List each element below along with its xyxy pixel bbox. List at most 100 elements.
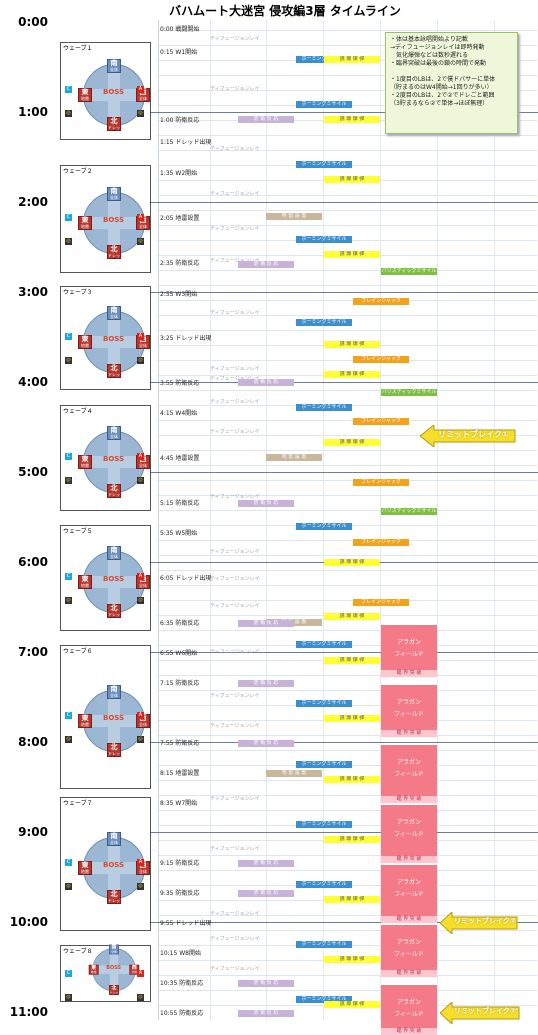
mine-icon: ◎ bbox=[65, 994, 72, 1001]
timeline-bar-yellow: 誘 爆 爆 弾 bbox=[324, 341, 380, 348]
timeline-bar-deflect: ディフュージョンレイ bbox=[210, 146, 260, 152]
timeline-bar-tan: 地 雷 設 置 bbox=[266, 770, 322, 777]
wave-title: ウェーブ２ bbox=[63, 168, 93, 175]
timeline-bar-homing: ホーミングミサイル bbox=[296, 319, 352, 326]
mine-icon: ◎ bbox=[65, 357, 72, 364]
note-line bbox=[390, 68, 513, 76]
east-marker: 東地雷 bbox=[78, 575, 92, 589]
timeline-bar-yellow: 誘 爆 爆 弾 bbox=[324, 439, 380, 446]
a-marker-icon: A bbox=[137, 86, 144, 93]
event-label: 1:15 ドレッド出現 bbox=[160, 139, 212, 146]
a-marker-icon: A bbox=[137, 573, 144, 580]
a-marker-icon: A bbox=[137, 214, 144, 221]
timeline-bar-tan: 地 雷 設 置 bbox=[266, 213, 322, 220]
east-marker: 東地雷 bbox=[78, 335, 92, 349]
a-marker-icon: A bbox=[137, 712, 144, 719]
critical-label: 臨 界 突 破 bbox=[381, 796, 437, 803]
boss-label: BOSS bbox=[103, 861, 125, 869]
mine-icon: ◎ bbox=[65, 477, 72, 484]
grid-column-line bbox=[494, 20, 495, 1020]
timeline-bar-deflect: ディフュージョンレイ bbox=[210, 494, 260, 500]
east-marker: 東地雷 bbox=[78, 216, 92, 230]
east-marker: 東地雷 bbox=[78, 714, 92, 728]
wave-diagram: ウェーブ１BOSS南全体北ドレッド東地雷西全体CA◎◎ bbox=[60, 42, 151, 140]
timeline-bar-tan: 地 雷 設 置 bbox=[266, 454, 322, 461]
south-marker: 南全体 bbox=[107, 187, 121, 201]
critical-label: 臨 界 突 破 bbox=[381, 730, 437, 737]
event-label: 7:55 防衛反応 bbox=[160, 740, 200, 747]
timeline-bar-yellow: 誘 爆 爆 弾 bbox=[324, 116, 380, 123]
timeline-bar-homing: ホーミングミサイル bbox=[296, 700, 352, 707]
timeline-bar-yellow: 誘 爆 爆 弾 bbox=[324, 657, 380, 664]
timeline-bar-homing: ホーミングミサイル bbox=[296, 941, 352, 948]
east-marker: 東地雷 bbox=[78, 88, 92, 102]
a-marker-icon: A bbox=[137, 453, 144, 460]
timeline-bar-yellow: 誘 爆 爆 弾 bbox=[324, 715, 380, 722]
timeline-bar-homing: ホーミングミサイル bbox=[296, 761, 352, 768]
timeline-bar-homing: ホーミングミサイル bbox=[296, 821, 352, 828]
field-label: アラガン bbox=[396, 639, 421, 646]
timeline-bar-orange: ブレインジャック bbox=[353, 298, 409, 305]
allagan-field-block: アラガン フィールド臨 界 突 破 bbox=[381, 685, 437, 737]
timeline-bar-homing: ホーミングミサイル bbox=[296, 404, 352, 411]
timeline-bar-homing: ホーミングミサイル bbox=[296, 236, 352, 243]
arrow-left-icon bbox=[440, 912, 518, 934]
timeline-bar-deflect: ディフュージョンレイ bbox=[210, 911, 260, 917]
field-label: フィールド bbox=[394, 951, 424, 958]
grid-column-line bbox=[380, 20, 381, 1020]
timeline-bar-homing: ホーミングミサイル bbox=[296, 881, 352, 888]
hour-line bbox=[150, 652, 538, 653]
boss-label: BOSS bbox=[103, 88, 125, 96]
wave-title: ウェーブ６ bbox=[63, 648, 93, 655]
timeline-bar-deflect: ディフュージョンレイ bbox=[210, 376, 260, 382]
event-label: 3:25 ドレッド出現 bbox=[160, 335, 212, 342]
wave-title: ウェーブ４ bbox=[63, 408, 93, 415]
hour-label: 7:00 bbox=[18, 645, 48, 659]
note-line: （貯まるのはW4開始→1回りが多い） bbox=[390, 84, 493, 91]
timeline-bar-orange: ブレインジャック bbox=[353, 599, 409, 606]
hour-line bbox=[150, 112, 538, 113]
wave-title: ウェーブ８ bbox=[63, 948, 93, 955]
mine-icon: ◎ bbox=[65, 736, 72, 743]
hour-label: 1:00 bbox=[18, 105, 48, 119]
event-label: 1:00 防衛反応 bbox=[160, 117, 200, 124]
mine-icon: ◎ bbox=[137, 110, 144, 117]
timeline-bar-deflect: ディフュージョンレイ bbox=[210, 366, 260, 372]
south-marker: 南全体 bbox=[109, 944, 119, 955]
timeline-bar-yellow: 誘 爆 爆 弾 bbox=[324, 176, 380, 183]
event-label: 10:35 防衛反応 bbox=[160, 980, 204, 987]
wave-diagram: ウェーブ６BOSS南全体北ドレッド東地雷西全体CA◎◎ bbox=[60, 645, 151, 789]
boss-label: BOSS bbox=[106, 964, 122, 971]
timeline-bar-homing: ホーミングミサイル bbox=[296, 523, 352, 530]
east-marker: 東地雷 bbox=[78, 861, 92, 875]
timeline-bar-homing: ホーミングミサイル bbox=[296, 101, 352, 108]
event-label: 2:05 地雷設置 bbox=[160, 215, 200, 222]
timeline-bar-deflect: ディフュージョンレイ bbox=[210, 966, 260, 972]
note-line: ・体は基本詠唱開始より記載 bbox=[390, 36, 468, 43]
timeline-bar-orange: ブレインジャック bbox=[353, 479, 409, 486]
grid-column-line bbox=[266, 20, 267, 1020]
timeline-bar-deflect: ディフュージョンレイ bbox=[210, 936, 260, 942]
mine-icon: ◎ bbox=[65, 110, 72, 117]
note-line: ・1度目のLBは、2で僕ドバサーに単体 bbox=[390, 76, 496, 83]
timeline-bar-purple: 防 衛 反 応 bbox=[238, 261, 294, 268]
field-label: アラガン bbox=[396, 759, 421, 766]
field-label: アラガン bbox=[396, 819, 421, 826]
hour-line bbox=[150, 922, 538, 923]
timeline-bar-deflect: ディフュージョンレイ bbox=[210, 310, 260, 316]
timeline-bar-orange: ブレインジャック bbox=[353, 356, 409, 363]
note-line: →ディフュージョンレイは即時発動 bbox=[390, 44, 485, 51]
timeline-bar-purple: 防 衛 反 応 bbox=[238, 890, 294, 897]
event-label: 8:15 地雷設置 bbox=[160, 770, 200, 777]
north-marker: 北ドレッド bbox=[107, 364, 121, 382]
event-label: 0:15 W1開始 bbox=[160, 49, 198, 56]
timeline-bar-deflect: ディフュージョンレイ bbox=[210, 429, 260, 435]
hour-line bbox=[150, 832, 538, 833]
hour-label: 0:00 bbox=[18, 15, 48, 29]
hour-label: 11:00 bbox=[9, 1005, 48, 1019]
timeline-bar-yellow: 誘 爆 爆 弾 bbox=[324, 613, 380, 620]
page-title: バハムート大迷宮 侵攻編3層 タイムライン bbox=[169, 4, 401, 18]
event-label: 5:35 W5開始 bbox=[160, 530, 198, 537]
